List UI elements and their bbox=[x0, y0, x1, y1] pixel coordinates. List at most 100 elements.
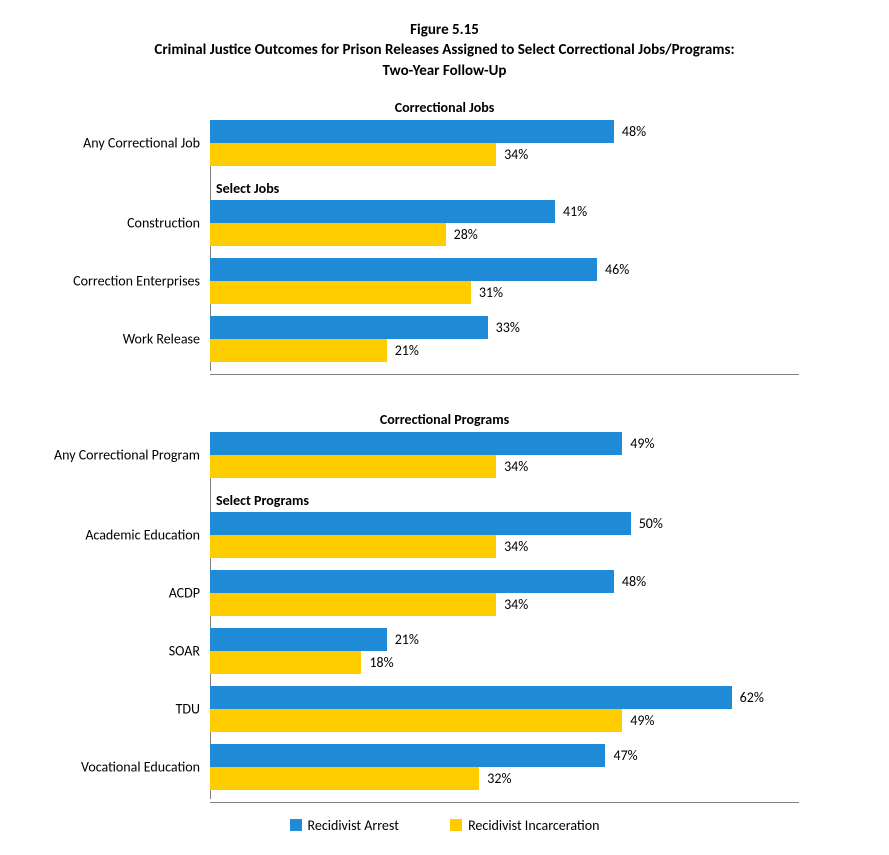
value-label-arrest: 33% bbox=[488, 316, 520, 339]
value-label-arrest: 49% bbox=[622, 432, 654, 455]
bar-incarceration bbox=[210, 143, 496, 166]
value-label-incarceration: 21% bbox=[387, 339, 419, 362]
bar-arrest bbox=[210, 744, 605, 767]
value-label-incarceration: 49% bbox=[622, 709, 654, 732]
value-label-incarceration: 34% bbox=[496, 593, 528, 616]
bar-arrest bbox=[210, 200, 555, 223]
bar-arrest bbox=[210, 628, 387, 651]
category-label: Vocational Education bbox=[30, 758, 210, 775]
bar-row-incarceration: 31% bbox=[210, 281, 799, 304]
bar-incarceration bbox=[210, 535, 496, 558]
value-label-arrest: 46% bbox=[597, 258, 629, 281]
bar-incarceration bbox=[210, 455, 496, 478]
bar-row-incarceration: 28% bbox=[210, 223, 799, 246]
bar-pair-s1sc1: ACDP48%34% bbox=[210, 570, 799, 616]
value-label-incarceration: 18% bbox=[361, 651, 393, 674]
value-label-incarceration: 34% bbox=[496, 535, 528, 558]
value-label-incarceration: 34% bbox=[496, 143, 528, 166]
section-title: Correctional Programs bbox=[30, 411, 859, 428]
figure-number: Figure 5.15 bbox=[30, 20, 859, 40]
bar-pair-s1c0: Any Correctional Program49%34% bbox=[210, 432, 799, 478]
bar-incarceration bbox=[210, 767, 479, 790]
category-label: Construction bbox=[30, 214, 210, 231]
value-label-arrest: 41% bbox=[555, 200, 587, 223]
bar-pair-s1sc3: TDU62%49% bbox=[210, 686, 799, 732]
value-label-arrest: 48% bbox=[614, 570, 646, 593]
bar-chart: Correctional Jobs Any Correctional Job48%… bbox=[30, 99, 859, 803]
bar-row-arrest: Work Release33% bbox=[210, 316, 799, 339]
bar-row-incarceration: 34% bbox=[210, 455, 799, 478]
bar-incarceration bbox=[210, 651, 361, 674]
bar-arrest bbox=[210, 316, 488, 339]
bar-arrest bbox=[210, 258, 597, 281]
category-label: Correction Enterprises bbox=[30, 272, 210, 289]
legend-label-incarceration: Recidivist Incarceration bbox=[468, 817, 599, 834]
category-label: ACDP bbox=[30, 584, 210, 601]
legend: Recidivist Arrest Recidivist Incarcerati… bbox=[30, 817, 859, 836]
value-label-arrest: 50% bbox=[631, 512, 663, 535]
bar-row-incarceration: 32% bbox=[210, 767, 799, 790]
figure-subtitle-1: Criminal Justice Outcomes for Prison Rel… bbox=[30, 40, 859, 60]
value-label-incarceration: 28% bbox=[446, 223, 478, 246]
value-label-arrest: 48% bbox=[614, 120, 646, 143]
chart-section: Any Correctional Program49%34%Select Pro… bbox=[210, 432, 799, 803]
value-label-arrest: 21% bbox=[387, 628, 419, 651]
x-axis-line bbox=[210, 802, 799, 803]
bar-arrest bbox=[210, 570, 614, 593]
bar-pair-s0c0: Any Correctional Job48%34% bbox=[210, 120, 799, 166]
bar-incarceration bbox=[210, 223, 446, 246]
value-label-arrest: 47% bbox=[605, 744, 637, 767]
value-label-incarceration: 31% bbox=[471, 281, 503, 304]
legend-swatch-incarceration bbox=[450, 819, 462, 831]
x-axis-line bbox=[210, 374, 799, 375]
bar-incarceration bbox=[210, 281, 471, 304]
section-title: Correctional Jobs bbox=[30, 99, 859, 116]
chart-section: Any Correctional Job48%34% Select Jobs Con… bbox=[210, 120, 799, 375]
bar-pair-s1sc0: Academic Education50%34% bbox=[210, 512, 799, 558]
bar-pair-s0sc2: Work Release33%21% bbox=[210, 316, 799, 362]
bar-row-arrest: Vocational Education47% bbox=[210, 744, 799, 767]
sub-header: Select Programs bbox=[210, 490, 799, 512]
sub-header-label: Select Programs bbox=[216, 492, 309, 509]
bar-row-incarceration: 18% bbox=[210, 651, 799, 674]
category-label: TDU bbox=[30, 700, 210, 717]
value-label-arrest: 62% bbox=[732, 686, 764, 709]
legend-item-arrest: Recidivist Arrest bbox=[290, 817, 399, 834]
bar-row-incarceration: 34% bbox=[210, 535, 799, 558]
bar-row-incarceration: 49% bbox=[210, 709, 799, 732]
bar-row-incarceration: 34% bbox=[210, 143, 799, 166]
bar-row-arrest: SOAR21% bbox=[210, 628, 799, 651]
bar-arrest bbox=[210, 512, 631, 535]
bar-row-arrest: Academic Education50% bbox=[210, 512, 799, 535]
bar-arrest bbox=[210, 686, 732, 709]
category-label: Academic Education bbox=[30, 526, 210, 543]
bar-row-incarceration: 34% bbox=[210, 593, 799, 616]
category-label: Work Release bbox=[30, 330, 210, 347]
bar-pair-s0sc1: Correction Enterprises46%31% bbox=[210, 258, 799, 304]
bar-arrest bbox=[210, 432, 622, 455]
value-label-incarceration: 32% bbox=[479, 767, 511, 790]
bar-incarceration bbox=[210, 339, 387, 362]
category-label: SOAR bbox=[30, 642, 210, 659]
bar-pair-s0sc0: Construction41%28% bbox=[210, 200, 799, 246]
legend-swatch-arrest bbox=[290, 819, 302, 831]
section-gap bbox=[30, 375, 859, 401]
legend-label-arrest: Recidivist Arrest bbox=[308, 817, 399, 834]
sub-header: Select Jobs bbox=[210, 178, 799, 200]
bar-pair-s1sc2: SOAR21%18% bbox=[210, 628, 799, 674]
bar-row-incarceration: 21% bbox=[210, 339, 799, 362]
bar-row-arrest: Any Correctional Program49% bbox=[210, 432, 799, 455]
figure-title: Figure 5.15 Criminal Justice Outcomes fo… bbox=[30, 20, 859, 81]
bar-row-arrest: Any Correctional Job48% bbox=[210, 120, 799, 143]
bar-incarceration bbox=[210, 593, 496, 616]
sub-header-label: Select Jobs bbox=[216, 180, 279, 197]
bar-pair-s1sc4: Vocational Education47%32% bbox=[210, 744, 799, 790]
figure-subtitle-2: Two-Year Follow-Up bbox=[30, 61, 859, 81]
bar-row-arrest: Construction41% bbox=[210, 200, 799, 223]
legend-item-incarceration: Recidivist Incarceration bbox=[450, 817, 599, 834]
category-label: Any Correctional Program bbox=[30, 446, 210, 463]
value-label-incarceration: 34% bbox=[496, 455, 528, 478]
bar-arrest bbox=[210, 120, 614, 143]
bar-incarceration bbox=[210, 709, 622, 732]
bar-row-arrest: Correction Enterprises46% bbox=[210, 258, 799, 281]
